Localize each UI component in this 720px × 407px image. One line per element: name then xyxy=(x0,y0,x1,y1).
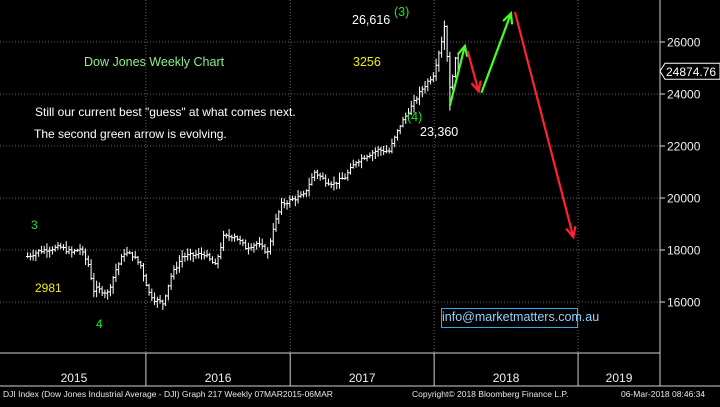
wave-3-label: 3 xyxy=(31,218,38,232)
wave-points-label: 3256 xyxy=(353,55,381,69)
red-arrow-2-shaft xyxy=(513,11,575,238)
low-value-label: 23,360 xyxy=(420,125,458,139)
x-tick-label: 2019 xyxy=(606,371,633,385)
green-arrow-2-head xyxy=(502,11,514,25)
footer: DJI Index (Dow Jones Industrial Average … xyxy=(0,387,720,402)
red-arrow-2 xyxy=(513,11,577,240)
note-line-2: The second green arrow is evolving. xyxy=(34,127,227,141)
x-tick-label: 2016 xyxy=(205,371,232,385)
red-arrow-2-head xyxy=(565,225,577,240)
website-link[interactable]: info@marketmatters.com.au xyxy=(441,308,599,328)
y-tick-label: 24000 xyxy=(667,88,701,102)
grid xyxy=(0,0,660,353)
wave-3-points-label: 2981 xyxy=(35,281,62,295)
note-line-1: Still our current best "guess" at what c… xyxy=(35,105,296,119)
wave-4-label: 4 xyxy=(96,317,103,331)
green-arrow-2-shaft xyxy=(480,13,513,94)
green-arrow-2 xyxy=(480,11,514,94)
last-price-marker xyxy=(659,62,720,80)
price-series xyxy=(26,20,460,310)
annotations: 3 2981 4 26,616 (3) 3256 (4)23,360 Dow Jones We… xyxy=(31,5,458,331)
projection-arrows xyxy=(448,11,577,240)
green-arrow-1-head xyxy=(456,43,469,57)
last-price-label: 24874.76 xyxy=(666,65,716,79)
y-tick-label: 20000 xyxy=(667,192,701,206)
wave-4-paren-label: (4) xyxy=(407,110,422,124)
footer-timestamp: 06-Mar-2018 08:46:34 xyxy=(621,389,706,399)
red-arrow-1-shaft xyxy=(466,50,480,92)
x-tick-label: 2015 xyxy=(61,371,88,385)
footer-security: DJI Index (Dow Jones Industrial Average … xyxy=(3,389,333,399)
y-tick-label: 16000 xyxy=(667,296,701,310)
green-arrow-1-shaft xyxy=(448,45,466,106)
red-arrow-1 xyxy=(466,50,482,94)
x-tick-label: 2017 xyxy=(349,371,376,385)
y-tick-label: 18000 xyxy=(667,244,701,258)
footer-copyright: Copyright© 2018 Bloomberg Finance L.P. xyxy=(412,389,569,399)
y-tick-label: 22000 xyxy=(667,140,701,154)
peak-value-label: 26,616 xyxy=(352,13,390,27)
axes: 16000 18000 20000 22000 24000 26000 2015 2016 20… xyxy=(0,0,720,387)
green-arrow-1 xyxy=(448,43,469,106)
x-tick-label: 2018 xyxy=(493,371,520,385)
red-arrow-1-head xyxy=(470,80,482,94)
y-tick-label: 26000 xyxy=(667,36,701,50)
wave-3-paren-label: (3) xyxy=(394,5,409,19)
chart-title: Dow Jones Weekly Chart xyxy=(84,55,225,69)
